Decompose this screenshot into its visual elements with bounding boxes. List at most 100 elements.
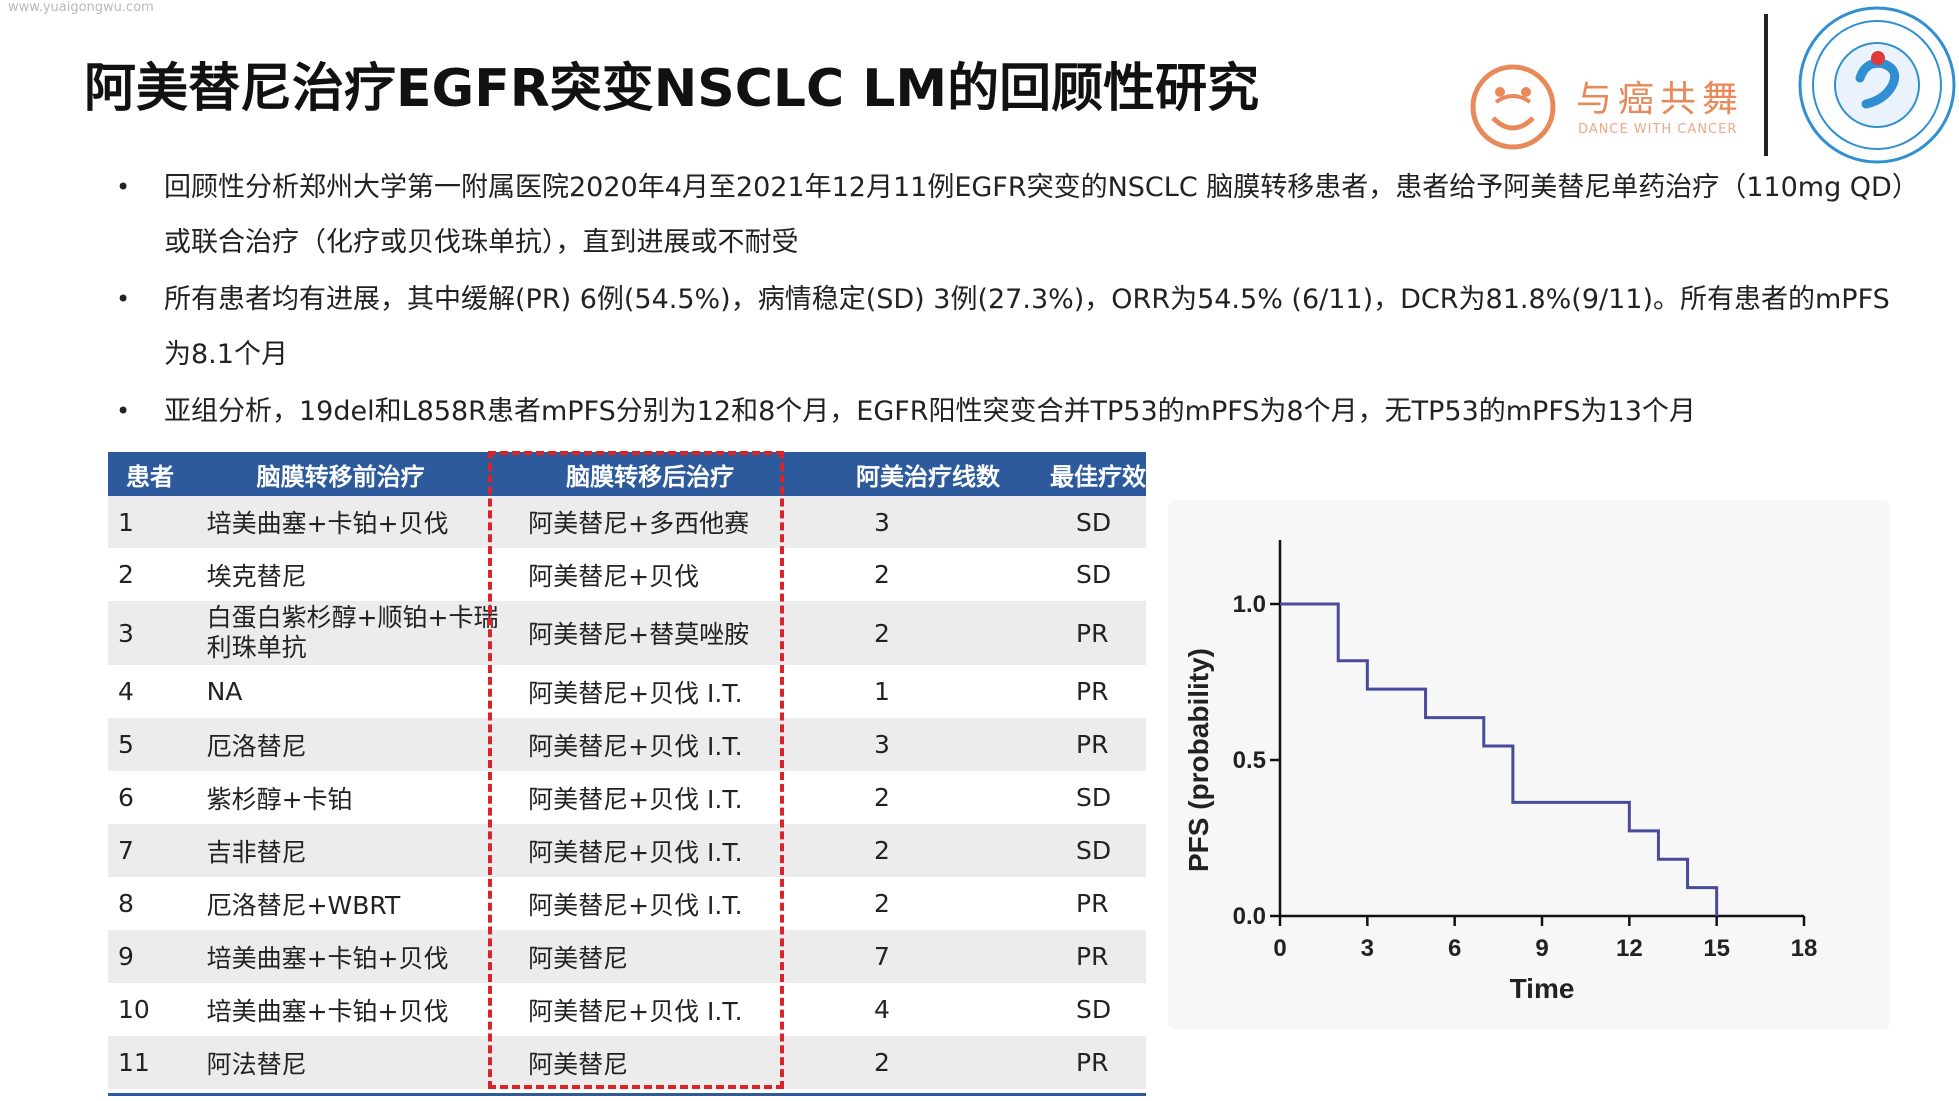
cell-post-treatment: 阿美替尼+贝伐 I.T. bbox=[506, 718, 832, 771]
bullet-list: • 回顾性分析郑州大学第一附属医院2020年4月至2021年12月11例EGFR… bbox=[114, 160, 1914, 441]
cell-best-response: SD bbox=[1040, 983, 1146, 1036]
cell-post-treatment: 阿美替尼 bbox=[506, 930, 832, 983]
cell-pre-treatment: 厄洛替尼 bbox=[206, 718, 507, 771]
bullet-text: 亚组分析，19del和L858R患者mPFS分别为12和8个月，EGFR阳性突变… bbox=[164, 396, 1696, 427]
cell-patient: 5 bbox=[108, 718, 207, 771]
cell-patient: 10 bbox=[108, 983, 207, 1036]
column-header-best-response: 最佳疗效 bbox=[1040, 452, 1146, 496]
cell-best-response: PR bbox=[1040, 665, 1146, 718]
table-row: 1 培美曲塞+卡铂+贝伐 阿美替尼+多西他赛 3 SD bbox=[108, 496, 1146, 548]
column-header-patient: 患者 bbox=[108, 452, 207, 496]
cell-patient: 2 bbox=[108, 548, 207, 601]
cell-post-treatment: 阿美替尼+贝伐 I.T. bbox=[506, 771, 832, 824]
cell-best-response: PR bbox=[1040, 718, 1146, 771]
cell-pre-treatment: 培美曲塞+卡铂+贝伐 bbox=[206, 496, 507, 548]
bullet-item: • 亚组分析，19del和L858R患者mPFS分别为12和8个月，EGFR阳性… bbox=[114, 384, 1914, 439]
cell-post-treatment: 阿美替尼+贝伐 I.T. bbox=[506, 665, 832, 718]
cell-pre-treatment: 培美曲塞+卡铂+贝伐 bbox=[206, 930, 507, 983]
cell-best-response: SD bbox=[1040, 548, 1146, 601]
bullet-dot: • bbox=[116, 397, 131, 425]
pfs-survival-curve bbox=[1280, 602, 1719, 916]
cell-best-response: PR bbox=[1040, 877, 1146, 930]
cell-post-treatment: 阿美替尼+多西他赛 bbox=[506, 496, 832, 548]
cell-pre-treatment: 厄洛替尼+WBRT bbox=[206, 877, 507, 930]
cell-lines: 2 bbox=[831, 1036, 1040, 1089]
cell-patient: 7 bbox=[108, 824, 207, 877]
y-tick-label: 0.0 bbox=[1233, 903, 1266, 930]
cell-pre-treatment: 吉非替尼 bbox=[206, 824, 507, 877]
cell-lines: 2 bbox=[831, 824, 1040, 877]
table-row: 4 NA 阿美替尼+贝伐 I.T. 1 PR bbox=[108, 665, 1146, 718]
x-tick-label: 12 bbox=[1616, 935, 1643, 962]
cell-lines: 3 bbox=[831, 496, 1040, 548]
cell-post-treatment: 阿美替尼+贝伐 I.T. bbox=[506, 877, 832, 930]
table-row: 9 培美曲塞+卡铂+贝伐 阿美替尼 7 PR bbox=[108, 930, 1146, 983]
cell-best-response: PR bbox=[1040, 930, 1146, 983]
bullet-dot: • bbox=[116, 285, 131, 313]
x-tick-label: 9 bbox=[1535, 935, 1548, 962]
y-tick-label: 0.5 bbox=[1233, 747, 1266, 774]
column-header-pre-treatment: 脑膜转移前治疗 bbox=[206, 452, 507, 496]
table-row: 5 厄洛替尼 阿美替尼+贝伐 I.T. 3 PR bbox=[108, 718, 1146, 771]
cell-lines: 7 bbox=[831, 930, 1040, 983]
x-tick-label: 18 bbox=[1791, 935, 1818, 962]
x-tick-label: 0 bbox=[1273, 935, 1286, 962]
column-header-lines: 阿美治疗线数 bbox=[831, 452, 1040, 496]
table-row: 3 白蛋白紫杉醇+顺铂+卡瑞利珠单抗 阿美替尼+替莫唑胺 2 PR bbox=[108, 601, 1146, 665]
bullet-item: • 回顾性分析郑州大学第一附属医院2020年4月至2021年12月11例EGFR… bbox=[114, 160, 1914, 270]
cell-lines: 2 bbox=[831, 548, 1040, 601]
cell-post-treatment: 阿美替尼 bbox=[506, 1036, 832, 1089]
patient-table: 患者 脑膜转移前治疗 脑膜转移后治疗 阿美治疗线数 最佳疗效 1 培美曲塞+卡铂… bbox=[108, 452, 1146, 1089]
logo-divider bbox=[1764, 14, 1768, 156]
cell-patient: 1 bbox=[108, 496, 207, 548]
x-tick-label: 6 bbox=[1448, 935, 1461, 962]
y-tick-label: 1.0 bbox=[1233, 591, 1266, 618]
table-row: 8 厄洛替尼+WBRT 阿美替尼+贝伐 I.T. 2 PR bbox=[108, 877, 1146, 930]
cell-best-response: PR bbox=[1040, 601, 1146, 665]
table-row: 6 紫杉醇+卡铂 阿美替尼+贝伐 I.T. 2 SD bbox=[108, 771, 1146, 824]
cell-post-treatment: 阿美替尼+贝伐 I.T. bbox=[506, 983, 832, 1036]
cell-pre-treatment: 白蛋白紫杉醇+顺铂+卡瑞利珠单抗 bbox=[206, 601, 507, 665]
bullet-text: 回顾性分析郑州大学第一附属医院2020年4月至2021年12月11例EGFR突变… bbox=[164, 172, 1906, 258]
dance-with-cancer-logo bbox=[1470, 64, 1556, 150]
dance-logo-name: 与癌共舞 bbox=[1576, 79, 1745, 120]
dance-logo-subtitle: DANCE WITH CANCER bbox=[1578, 122, 1738, 137]
cell-lines: 2 bbox=[831, 601, 1040, 665]
cell-lines: 2 bbox=[831, 877, 1040, 930]
y-axis-label: PFS (probability) bbox=[1183, 648, 1214, 872]
column-header-post-treatment: 脑膜转移后治疗 bbox=[506, 452, 832, 496]
cell-pre-treatment: 阿法替尼 bbox=[206, 1036, 507, 1089]
table-row: 7 吉非替尼 阿美替尼+贝伐 I.T. 2 SD bbox=[108, 824, 1146, 877]
cell-best-response: SD bbox=[1040, 771, 1146, 824]
cell-patient: 3 bbox=[108, 601, 207, 665]
cell-lines: 4 bbox=[831, 983, 1040, 1036]
slide-title: 阿美替尼治疗EGFR突变NSCLC LM的回顾性研究 bbox=[84, 59, 1260, 119]
cell-post-treatment: 阿美替尼+贝伐 bbox=[506, 548, 832, 601]
cell-patient: 11 bbox=[108, 1036, 207, 1089]
cell-pre-treatment: 培美曲塞+卡铂+贝伐 bbox=[206, 983, 507, 1036]
cell-best-response: SD bbox=[1040, 496, 1146, 548]
watermark-url: www.yuaigongwu.com bbox=[8, 0, 154, 15]
table-row: 11 阿法替尼 阿美替尼 2 PR bbox=[108, 1036, 1146, 1089]
cell-patient: 6 bbox=[108, 771, 207, 824]
cell-patient: 4 bbox=[108, 665, 207, 718]
hospital-seal-logo bbox=[1798, 6, 1956, 164]
cell-lines: 3 bbox=[831, 718, 1040, 771]
cell-post-treatment: 阿美替尼+贝伐 I.T. bbox=[506, 824, 832, 877]
x-tick-label: 3 bbox=[1361, 935, 1374, 962]
table-header-row: 患者 脑膜转移前治疗 脑膜转移后治疗 阿美治疗线数 最佳疗效 bbox=[108, 452, 1146, 496]
pfs-kaplan-meier-chart: 0 3 6 9 12 15 18 0.0 0.5 1.0 Time PFS (probability) bbox=[1183, 540, 1818, 1004]
cell-pre-treatment: 紫杉醇+卡铂 bbox=[206, 771, 507, 824]
cell-lines: 2 bbox=[831, 771, 1040, 824]
bullet-item: • 所有患者均有进展，其中缓解(PR) 6例(54.5%)，病情稳定(SD) 3… bbox=[114, 272, 1914, 382]
table-row: 2 埃克替尼 阿美替尼+贝伐 2 SD bbox=[108, 548, 1146, 601]
cell-patient: 9 bbox=[108, 930, 207, 983]
bullet-dot: • bbox=[116, 173, 131, 201]
cell-pre-treatment: 埃克替尼 bbox=[206, 548, 507, 601]
cell-patient: 8 bbox=[108, 877, 207, 930]
table-bottom-rule bbox=[108, 1093, 1146, 1096]
chart-background bbox=[1168, 500, 1890, 1030]
cell-pre-treatment: NA bbox=[206, 665, 507, 718]
cell-best-response: SD bbox=[1040, 824, 1146, 877]
x-axis-label: Time bbox=[1510, 973, 1575, 1004]
